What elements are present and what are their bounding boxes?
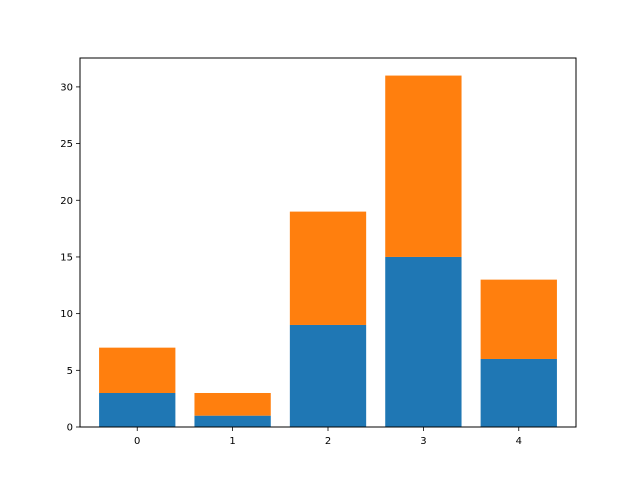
bar-series-1-category-1 bbox=[194, 415, 271, 427]
bar-series-1-category-3 bbox=[385, 256, 462, 427]
bar-series-2-category-3 bbox=[385, 75, 462, 257]
y-tick-label-25: 25 bbox=[60, 139, 73, 150]
y-tick-label-15: 15 bbox=[60, 252, 73, 263]
x-tick-label-3: 3 bbox=[420, 436, 426, 447]
x-tick-label-4: 4 bbox=[516, 436, 522, 447]
bar-series-2-category-4 bbox=[480, 279, 557, 359]
y-tick-label-10: 10 bbox=[60, 309, 73, 320]
y-tick-label-0: 0 bbox=[67, 423, 73, 434]
axes-layer: 0 1 2 3 4 0 5 10 15 20 25 30 bbox=[60, 57, 577, 447]
x-tick-label-2: 2 bbox=[325, 436, 331, 447]
y-tick-label-30: 30 bbox=[60, 82, 73, 93]
bar-series-2-category-2 bbox=[289, 211, 367, 325]
y-tick-label-5: 5 bbox=[67, 366, 73, 377]
bar-series-2-category-1 bbox=[194, 392, 271, 416]
x-tick-label-1: 1 bbox=[229, 436, 235, 447]
bars-layer bbox=[99, 75, 557, 427]
bar-series-1-category-2 bbox=[289, 324, 367, 427]
bar-series-2-category-0 bbox=[99, 347, 176, 393]
y-tick-label-20: 20 bbox=[60, 196, 73, 207]
bar-series-1-category-4 bbox=[480, 358, 557, 427]
bar-series-1-category-0 bbox=[99, 392, 176, 427]
x-tick-label-0: 0 bbox=[134, 436, 140, 447]
